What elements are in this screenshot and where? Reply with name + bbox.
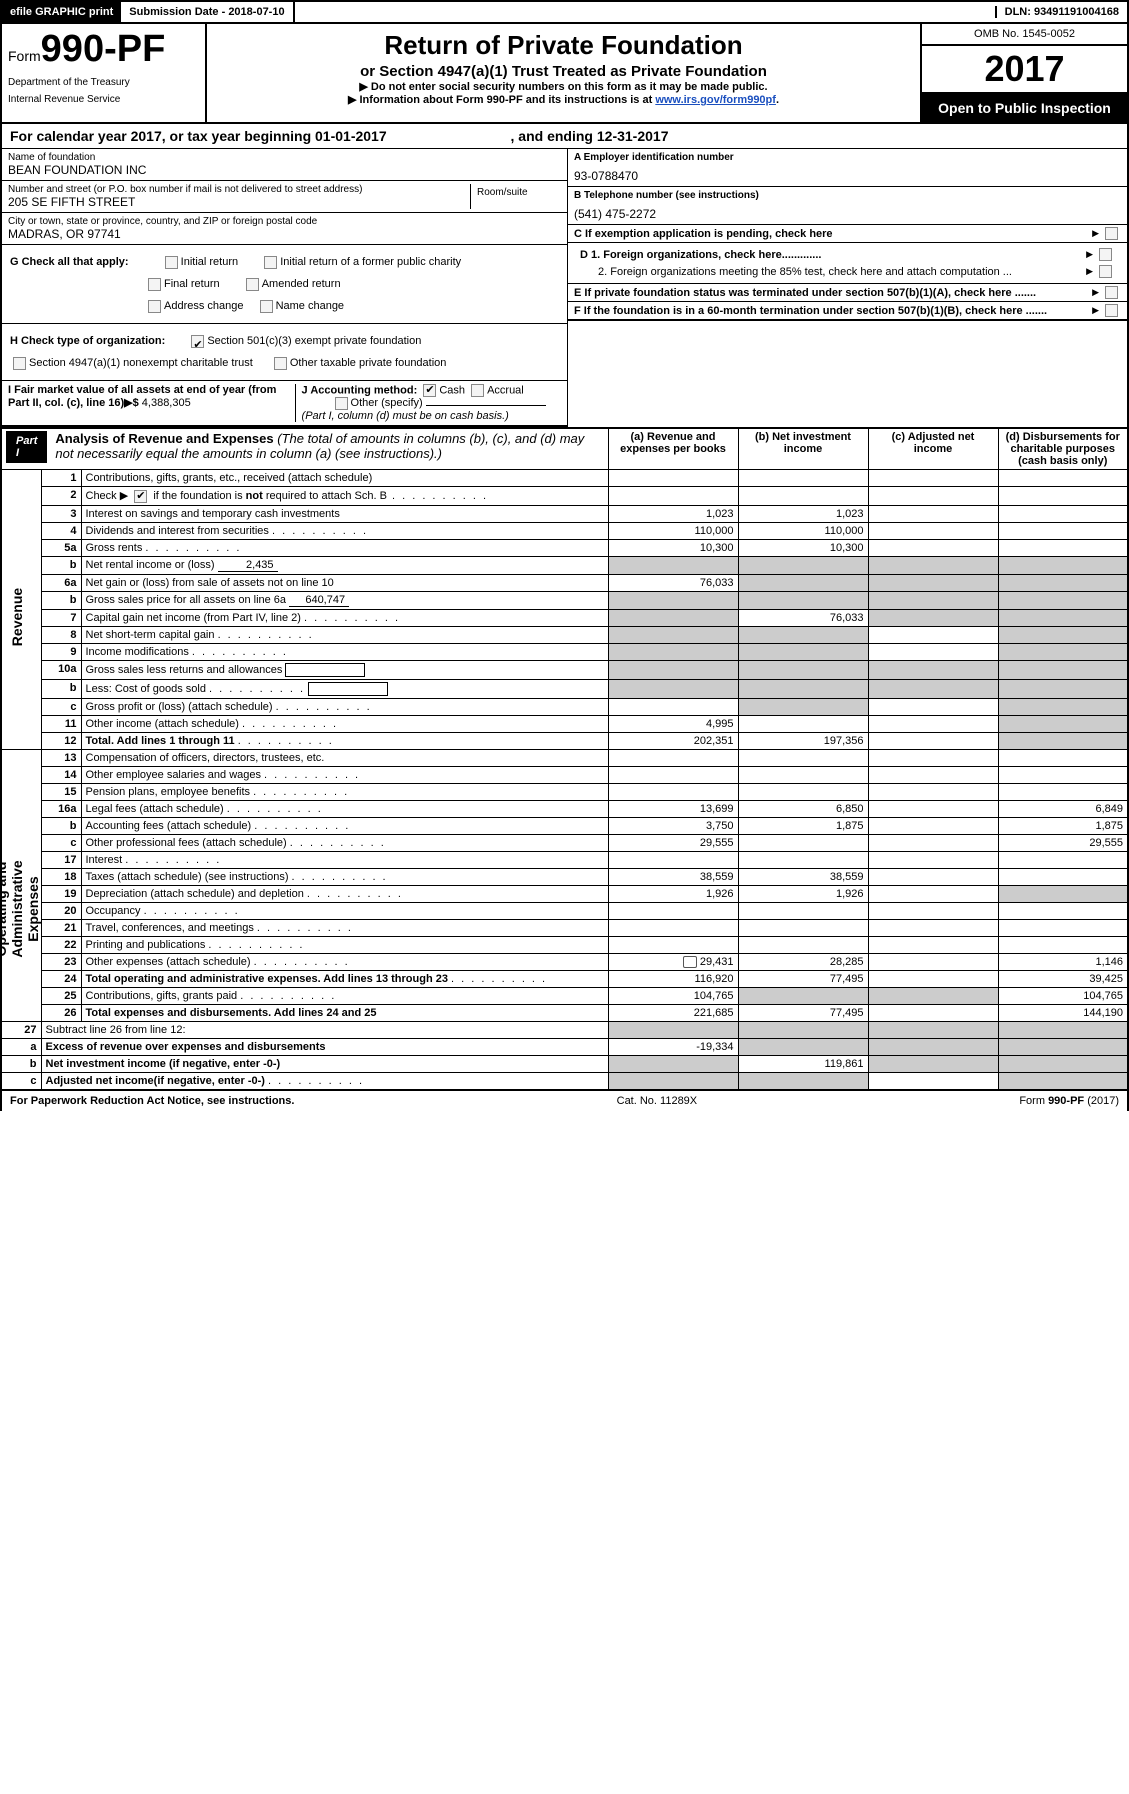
col-c-header: (c) Adjusted net income [868, 428, 998, 470]
col-d-header: (d) Disbursements for charitable purpose… [998, 428, 1128, 470]
chk-60month[interactable] [1105, 304, 1118, 317]
part-badge: Part I [6, 431, 47, 463]
chk-final-return[interactable] [148, 278, 161, 291]
top-bar: efile GRAPHIC print Submission Date - 20… [0, 0, 1129, 24]
line-22: 22Printing and publications [1, 936, 1128, 953]
h-block: H Check type of organization: Section 50… [2, 324, 567, 381]
phone: (541) 475-2272 [574, 207, 1121, 221]
line-c: cOther professional fees (attach schedul… [1, 834, 1128, 851]
line-13: Operating and Administrative Expenses13C… [1, 749, 1128, 766]
line-c: cAdjusted net income(if negative, enter … [1, 1072, 1128, 1089]
line-b: bAccounting fees (attach schedule) 3,750… [1, 817, 1128, 834]
line-15: 15Pension plans, employee benefits [1, 783, 1128, 800]
line-6a: 6aNet gain or (loss) from sale of assets… [1, 574, 1128, 591]
form-title: Return of Private Foundation [213, 30, 914, 61]
chk-name-change[interactable] [260, 300, 273, 313]
chk-other-method[interactable] [335, 397, 348, 410]
line-c: cGross profit or (loss) (attach schedule… [1, 698, 1128, 715]
street-address: 205 SE FIFTH STREET [8, 195, 470, 209]
g-block: G Check all that apply: Initial return I… [2, 245, 567, 324]
city-state-zip: MADRAS, OR 97741 [8, 227, 561, 241]
open-public: Open to Public Inspection [922, 94, 1127, 122]
line-25: 25Contributions, gifts, grants paid 104,… [1, 987, 1128, 1004]
line-4: 4Dividends and interest from securities … [1, 522, 1128, 539]
chk-4947a1[interactable] [13, 357, 26, 370]
line-8: 8Net short-term capital gain [1, 626, 1128, 643]
line-10a: 10aGross sales less returns and allowanc… [1, 660, 1128, 679]
chk-cash[interactable] [423, 384, 436, 397]
dln: DLN: 93491191004168 [997, 2, 1127, 22]
ein: 93-0788470 [574, 169, 1121, 183]
submission-date: Submission Date - 2018-07-10 [121, 2, 294, 22]
chk-85pct[interactable] [1099, 265, 1112, 278]
line-17: 17Interest [1, 851, 1128, 868]
line-b: bGross sales price for all assets on lin… [1, 591, 1128, 609]
line-5a: 5aGross rents 10,30010,300 [1, 539, 1128, 556]
chk-amended[interactable] [246, 278, 259, 291]
chk-other-taxable[interactable] [274, 357, 287, 370]
fmv-value: 4,388,305 [142, 397, 191, 409]
line-2: 2Check ▶ if the foundation is not requir… [1, 487, 1128, 506]
line-14: 14Other employee salaries and wages [1, 766, 1128, 783]
line-16a: 16aLegal fees (attach schedule) 13,6996,… [1, 800, 1128, 817]
line-20: 20Occupancy [1, 902, 1128, 919]
line-b: bNet rental income or (loss) 2,435 [1, 556, 1128, 574]
form-number: 990-PF [41, 28, 166, 70]
omb-number: OMB No. 1545-0052 [922, 24, 1127, 46]
line-19: 19Depreciation (attach schedule) and dep… [1, 885, 1128, 902]
line-1: Revenue1Contributions, gifts, grants, et… [1, 470, 1128, 487]
chk-initial-return[interactable] [165, 256, 178, 269]
line-18: 18Taxes (attach schedule) (see instructi… [1, 868, 1128, 885]
chk-exemption-pending[interactable] [1105, 227, 1118, 240]
attachment-icon[interactable] [683, 956, 697, 968]
line-11: 11Other income (attach schedule) 4,995 [1, 715, 1128, 732]
line-7: 7Capital gain net income (from Part IV, … [1, 609, 1128, 626]
line-21: 21Travel, conferences, and meetings [1, 919, 1128, 936]
line-27: 27Subtract line 26 from line 12: [1, 1021, 1128, 1038]
col-a-header: (a) Revenue and expenses per books [608, 428, 738, 470]
line-24: 24Total operating and administrative exp… [1, 970, 1128, 987]
line-b: bLess: Cost of goods sold [1, 679, 1128, 698]
identity-block: Name of foundation BEAN FOUNDATION INC N… [0, 149, 1129, 427]
efile-label: efile GRAPHIC print [2, 2, 121, 22]
chk-501c3[interactable] [191, 335, 204, 348]
line-3: 3Interest on savings and temporary cash … [1, 505, 1128, 522]
form-header: Form990-PF Department of the Treasury In… [0, 24, 1129, 124]
line-12: 12Total. Add lines 1 through 11 202,3511… [1, 732, 1128, 749]
instructions-link[interactable]: www.irs.gov/form990pf [655, 94, 776, 106]
col-b-header: (b) Net investment income [738, 428, 868, 470]
line-26: 26Total expenses and disbursements. Add … [1, 1004, 1128, 1021]
chk-foreign-org[interactable] [1099, 248, 1112, 261]
chk-address-change[interactable] [148, 300, 161, 313]
line-a: aExcess of revenue over expenses and dis… [1, 1038, 1128, 1055]
line-9: 9Income modifications [1, 643, 1128, 660]
part1-table: Part I Analysis of Revenue and Expenses … [0, 427, 1129, 1090]
tax-year: 2017 [922, 46, 1127, 94]
line-b: bNet investment income (if negative, ent… [1, 1055, 1128, 1072]
calendar-year-line: For calendar year 2017, or tax year begi… [0, 124, 1129, 149]
footer: For Paperwork Reduction Act Notice, see … [0, 1090, 1129, 1111]
chk-initial-former[interactable] [264, 256, 277, 269]
foundation-name: BEAN FOUNDATION INC [8, 163, 561, 177]
line-23: 23Other expenses (attach schedule) 29,43… [1, 953, 1128, 970]
chk-terminated[interactable] [1105, 286, 1118, 299]
chk-accrual[interactable] [471, 384, 484, 397]
